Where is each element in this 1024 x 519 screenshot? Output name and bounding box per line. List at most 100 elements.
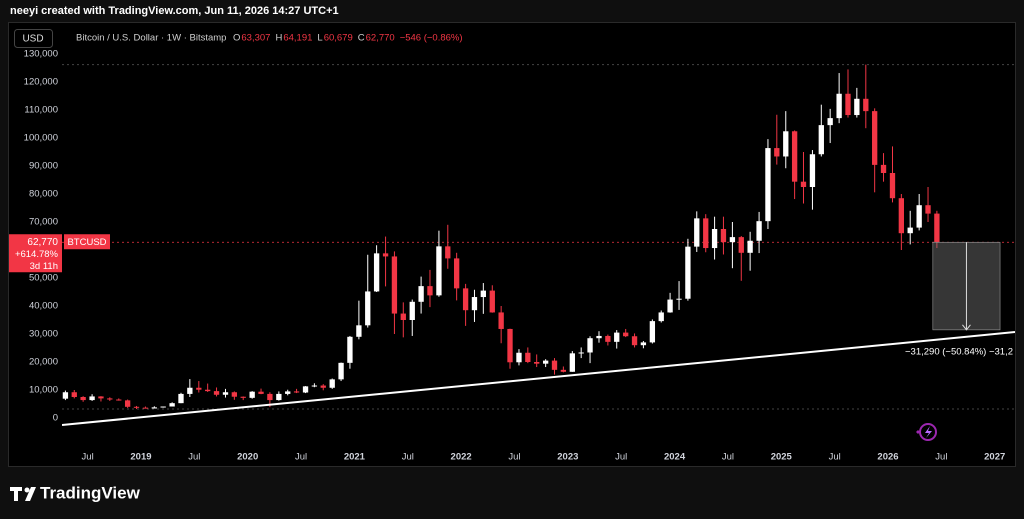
candle-body [614, 332, 620, 342]
candle-body [205, 389, 211, 392]
candle-body [916, 205, 922, 228]
candle-body [756, 221, 762, 241]
candle-body [222, 392, 229, 395]
candle-body [142, 407, 149, 409]
brand: TradingView [40, 483, 141, 502]
candle-body [542, 360, 549, 364]
live-icon [916, 423, 937, 441]
x-tick-label: Jul [935, 452, 947, 463]
candle-body [907, 227, 913, 234]
candle-body [196, 387, 202, 390]
symbol: Bitcoin / U.S. Dollar · 1W · Bitstamp [76, 33, 226, 44]
candle-body [489, 290, 495, 313]
candle-body [151, 407, 157, 409]
x-tick-label: Jul [615, 452, 627, 463]
candle-body [551, 360, 558, 370]
candle-body [107, 398, 113, 400]
credit: neeyi created with TradingView.com, Jun … [10, 5, 339, 17]
candle-body [418, 286, 424, 302]
x-tick-label: Jul [188, 452, 200, 463]
symbol-tag [64, 234, 110, 250]
candle-body [231, 392, 238, 397]
candle-body [302, 386, 309, 393]
candle-body [791, 131, 798, 182]
candle-body [356, 325, 362, 337]
candle-body [480, 290, 486, 298]
candle-body [569, 353, 575, 372]
y-tick-label: 30,000 [29, 329, 58, 340]
logo [10, 487, 36, 501]
candle-body [276, 393, 282, 401]
candle-body [62, 392, 69, 399]
plot: −31,290 (−50.84%) −31,2 [62, 64, 1015, 426]
x-tick-label: 2025 [771, 452, 793, 463]
candle-body [889, 172, 896, 199]
ohlc-value: 63,307 [241, 33, 270, 44]
candle-body [338, 362, 344, 380]
candle-body [845, 93, 851, 116]
candle-body [836, 93, 842, 119]
candle-body [863, 98, 869, 112]
candle-body [462, 288, 469, 311]
candle-body [729, 237, 736, 243]
candle-body [187, 387, 193, 394]
candle-body [898, 198, 905, 234]
candle-body [178, 393, 184, 404]
candle-body [391, 256, 398, 314]
currency-box [14, 29, 53, 48]
candle-body [685, 246, 691, 299]
candle-body [872, 111, 878, 165]
price-tag-countdown: 3d 11h [30, 261, 58, 272]
candle-body [213, 391, 220, 395]
candle-body [711, 228, 718, 249]
y-tick-label: 40,000 [29, 301, 58, 312]
candle-body [80, 397, 86, 401]
candle-body [658, 312, 664, 322]
ohlc-label: C [358, 33, 365, 44]
candle-body [747, 240, 753, 253]
candle-body [258, 391, 264, 394]
ohlc-label: O [233, 33, 240, 44]
candle-body [765, 148, 771, 222]
x-tick-label: Jul [508, 452, 520, 463]
x-tick-label: Jul [295, 452, 307, 463]
candle-body [623, 332, 629, 337]
ohlc-value: 60,679 [324, 33, 353, 44]
candle-body [436, 246, 442, 296]
candle-body [667, 299, 673, 313]
candle-body [160, 406, 166, 408]
candle-body [249, 391, 255, 398]
currency: USD [22, 34, 43, 45]
candle-body [676, 298, 682, 300]
candle-body [587, 338, 593, 353]
y-tick-label: 110,000 [24, 105, 58, 116]
y-tick-label: 100,000 [24, 133, 58, 144]
y-tick-label: 80,000 [29, 189, 58, 200]
candle-body [578, 352, 584, 354]
candle-body [382, 253, 389, 257]
ohlc-label: L [317, 33, 322, 44]
y-tick-label: 130,000 [24, 49, 58, 60]
candle-body [934, 213, 940, 243]
candle-body [783, 131, 789, 157]
x-tick-label: 2024 [664, 452, 686, 463]
candle-body [311, 385, 318, 387]
candle-body [516, 352, 522, 363]
candle-body [560, 369, 567, 372]
ohlc-value: 62,770 [366, 33, 395, 44]
candle-body [116, 399, 122, 401]
y-tick-label: 70,000 [29, 217, 58, 228]
candle-body [818, 125, 824, 155]
candle-body [445, 246, 451, 259]
x-tick-label: Jul [82, 452, 94, 463]
symbol-tag-label: BTCUSD [67, 237, 106, 248]
candle-body [774, 148, 780, 157]
candle-body [98, 396, 104, 399]
chart-panel [8, 22, 1016, 467]
price-tag-change: +614.78% [15, 249, 59, 260]
trendline [62, 331, 1015, 426]
candle-body [534, 362, 540, 364]
candle-body [373, 253, 380, 292]
